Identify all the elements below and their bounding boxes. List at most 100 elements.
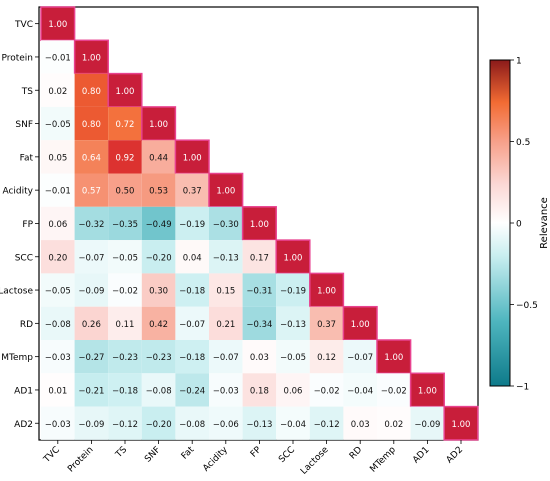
cell-value-label: 0.03 <box>351 420 370 430</box>
cell-value-label: 1.00 <box>284 253 303 263</box>
heatmap-cell <box>309 340 344 374</box>
x-tick-label: Protein <box>66 445 95 474</box>
heatmap-cell <box>74 240 109 274</box>
heatmap-cell <box>175 206 209 241</box>
heatmap-cell <box>141 406 176 440</box>
cell-value-label: 0.01 <box>48 386 67 396</box>
heatmap-cell <box>309 406 344 440</box>
cell-value-label: −0.13 <box>246 420 272 430</box>
cell-value-label: −0.13 <box>213 253 239 263</box>
y-tick-label: MTemp <box>1 353 33 363</box>
y-tick-label: Fat <box>20 153 34 163</box>
heatmap-cell <box>41 40 75 74</box>
x-tick-label: FP <box>249 445 264 460</box>
heatmap-cell <box>175 273 209 307</box>
heatmap-cell <box>74 373 109 407</box>
colorbar: −1 −0.5 0 0.5 1 Relevance <box>489 57 550 393</box>
x-tick-label: SCC <box>277 445 297 465</box>
cell-value-label: 0.04 <box>183 253 202 263</box>
heatmap-cell <box>276 273 310 307</box>
heatmap-cell <box>41 73 75 107</box>
cell-value-label: −0.30 <box>213 220 239 230</box>
cell-value-label: 0.26 <box>82 320 101 330</box>
cell-value-label: 0.12 <box>317 353 336 363</box>
cell-value-label: −0.07 <box>179 320 205 330</box>
cell-value-label: −0.01 <box>45 53 71 63</box>
x-tick-labels: TVC Protein TS SNF Fat Acidity FP SCC Lactose RD M… <box>41 440 465 477</box>
cell-value-label: −0.19 <box>280 287 306 297</box>
y-tick-label: SNF <box>15 120 33 130</box>
cell-value-label: 0.80 <box>82 87 101 97</box>
heatmap-cell <box>41 140 75 174</box>
cell-value-label: −0.05 <box>280 353 306 363</box>
cell-value-label: 1.00 <box>250 220 269 230</box>
cell-value-label: −0.05 <box>45 287 71 297</box>
heatmap-cell <box>74 106 109 141</box>
cell-value-label: −0.23 <box>112 353 138 363</box>
x-tick-label: AD2 <box>445 445 465 465</box>
heatmap-cell <box>443 405 479 441</box>
cell-value-label: −0.18 <box>179 353 205 363</box>
heatmap-cell <box>107 72 143 108</box>
heatmap-cell <box>141 340 176 374</box>
heatmap-cell <box>276 373 310 407</box>
heatmap-cell <box>242 340 277 374</box>
cell-value-label: 0.05 <box>48 153 67 163</box>
cell-value-label: −0.03 <box>45 353 71 363</box>
cell-value-label: 0.06 <box>284 386 303 396</box>
y-tick-label: TVC <box>14 20 33 30</box>
colorbar-label: Relevance <box>539 197 550 249</box>
cell-value-label: −0.12 <box>112 420 138 430</box>
cell-value-label: 0.30 <box>149 287 168 297</box>
cell-value-label: 0.06 <box>48 220 67 230</box>
x-tick-label: MTemp <box>368 445 398 475</box>
heatmap-cell <box>141 173 176 207</box>
cell-value-label: 0.18 <box>250 386 269 396</box>
x-tick-label: SNF <box>143 445 163 465</box>
heatmap-cell <box>174 139 210 175</box>
cell-value-label: 0.02 <box>48 87 67 97</box>
heatmap-cell <box>209 406 243 440</box>
cell-value-label: 0.17 <box>250 253 269 263</box>
cell-value-label: 0.42 <box>149 320 168 330</box>
y-tick-label: AD2 <box>14 420 33 430</box>
heatmap-cell <box>74 273 109 307</box>
cell-value-label: 0.11 <box>116 320 135 330</box>
heatmap-cell <box>141 373 176 407</box>
heatmap-cell <box>208 172 244 208</box>
cell-value-label: −0.07 <box>213 353 239 363</box>
heatmap-cell <box>41 240 75 274</box>
heatmap-cell <box>41 373 75 407</box>
cell-value-label: −0.13 <box>280 320 306 330</box>
cell-value-label: −0.04 <box>280 420 306 430</box>
y-tick-label: SCC <box>15 253 33 263</box>
heatmap-cell <box>209 306 243 340</box>
cell-value-label: 0.72 <box>116 120 135 130</box>
y-tick-label: Protein <box>1 53 33 63</box>
heatmap-cell <box>108 173 142 207</box>
cell-value-label: −0.07 <box>347 353 373 363</box>
heatmap-cell <box>108 240 142 274</box>
heatmap-cell <box>175 373 209 407</box>
cell-value-label: 0.20 <box>48 253 67 263</box>
cell-value-label: 0.57 <box>82 187 101 197</box>
heatmap-cell <box>275 239 311 275</box>
cell-value-label: 1.00 <box>216 187 235 197</box>
cell-value-label: −0.24 <box>179 386 205 396</box>
heatmap-cell <box>74 73 109 107</box>
heatmap-cell <box>41 106 75 141</box>
heatmap-cell <box>242 306 277 340</box>
heatmap-cell <box>276 406 310 440</box>
heatmap-cell <box>175 406 209 440</box>
cell-value-label: 0.37 <box>183 187 202 197</box>
heatmap-cell <box>377 406 411 440</box>
colorbar-tick-label: 1 <box>516 57 522 67</box>
cell-value-label: 1.00 <box>317 287 336 297</box>
cell-value-label: −0.31 <box>246 287 272 297</box>
cell-value-label: −0.02 <box>112 287 138 297</box>
heatmap-cell <box>376 339 412 375</box>
heatmap-cell <box>141 306 176 340</box>
heatmap-cell <box>74 340 109 374</box>
cell-value-label: 1.00 <box>48 20 67 30</box>
heatmap-cell <box>74 140 109 174</box>
